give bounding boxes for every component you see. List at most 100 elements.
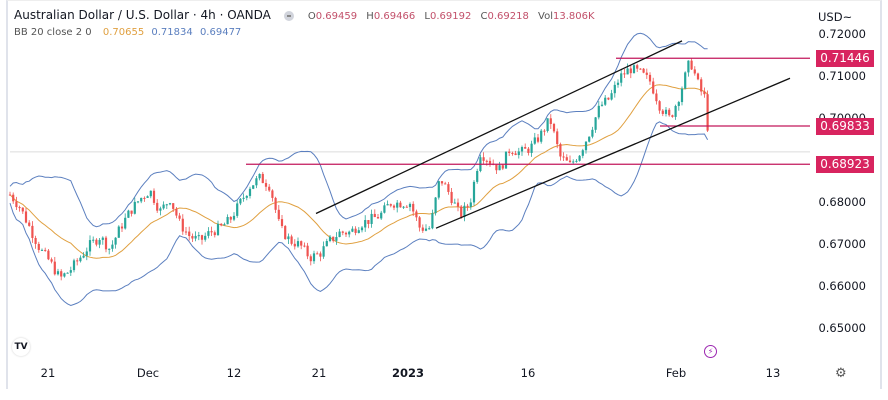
candle-body bbox=[37, 243, 40, 250]
candle-body bbox=[351, 228, 354, 232]
bb-upper-band bbox=[9, 32, 708, 228]
candle-body bbox=[136, 201, 140, 203]
candle-body bbox=[504, 151, 508, 169]
candle-body bbox=[188, 231, 191, 237]
candle-body bbox=[47, 250, 50, 260]
candle-body bbox=[706, 94, 709, 131]
candle-body bbox=[21, 207, 24, 212]
candle-body bbox=[284, 226, 287, 240]
candle-body bbox=[466, 205, 469, 207]
candle-body bbox=[572, 161, 575, 163]
candle-body bbox=[328, 236, 332, 242]
candle-body bbox=[367, 220, 370, 224]
candle-body bbox=[658, 101, 661, 111]
candle-body bbox=[562, 156, 565, 158]
candle-body bbox=[40, 249, 44, 251]
candle-body bbox=[508, 151, 511, 153]
candle-body bbox=[677, 102, 680, 106]
candle-body bbox=[149, 190, 152, 197]
candle-body bbox=[552, 123, 556, 132]
bb-lower-value: 0.69477 bbox=[199, 27, 242, 38]
candle-body bbox=[354, 228, 357, 233]
candle-body bbox=[226, 216, 229, 225]
candle-body bbox=[277, 209, 280, 220]
candle-body bbox=[8, 194, 12, 196]
candle-body bbox=[309, 256, 312, 262]
candle-body bbox=[229, 216, 232, 220]
candle-body bbox=[588, 136, 591, 142]
candle-body bbox=[287, 236, 290, 240]
candle-body bbox=[156, 202, 159, 211]
candle-body bbox=[245, 195, 248, 198]
candle-body bbox=[447, 184, 450, 192]
candle-body bbox=[360, 227, 364, 231]
low-label: L bbox=[424, 11, 430, 22]
tradingview-logo-icon[interactable]: TV bbox=[12, 338, 30, 356]
candle-body bbox=[127, 210, 130, 218]
candle-body bbox=[693, 69, 696, 74]
candle-body bbox=[168, 203, 172, 205]
candle-body bbox=[111, 244, 114, 249]
bb-basis-value: 0.70655 bbox=[102, 27, 145, 38]
low-value: 0.69192 bbox=[429, 11, 472, 22]
candle-body bbox=[453, 202, 456, 204]
settings-gear-icon[interactable]: ⚙ bbox=[835, 366, 847, 381]
candle-body bbox=[386, 204, 389, 206]
candle-body bbox=[565, 157, 568, 161]
price-chart-canvas[interactable] bbox=[0, 0, 810, 360]
candle-body bbox=[114, 237, 117, 245]
time-tick-label: 21 bbox=[311, 366, 327, 380]
price-level-tag[interactable]: 0.69833 bbox=[816, 118, 874, 135]
candle-body bbox=[485, 160, 488, 162]
candle-body bbox=[101, 237, 104, 240]
candle-body bbox=[191, 236, 194, 239]
price-axis[interactable]: USD~ 0.720000.710000.700000.680000.67000… bbox=[810, 0, 876, 388]
candle-body bbox=[88, 240, 92, 252]
candle-body bbox=[687, 60, 690, 73]
price-level-tag[interactable]: 0.71446 bbox=[816, 50, 874, 68]
symbol-title[interactable]: Australian Dollar / U.S. Dollar · 4h · O… bbox=[14, 8, 271, 22]
candle-body bbox=[405, 206, 408, 208]
candle-body bbox=[364, 220, 367, 228]
candle-body bbox=[120, 226, 124, 229]
candle-body bbox=[463, 205, 466, 217]
bb-upper-value: 0.71834 bbox=[151, 27, 193, 38]
candle-body bbox=[469, 202, 472, 207]
candle-body bbox=[472, 181, 476, 203]
candle-body bbox=[498, 165, 501, 171]
candle-body bbox=[63, 273, 66, 277]
ohlc-values: O0.69459 H0.69466 L0.69192 C0.69218 Vol1… bbox=[308, 11, 601, 22]
candle-body bbox=[396, 202, 399, 208]
candle-body bbox=[533, 137, 536, 144]
price-level-tag[interactable]: 0.68923 bbox=[816, 156, 874, 174]
candle-body bbox=[581, 150, 584, 156]
candle-body bbox=[210, 231, 213, 233]
candle-body bbox=[703, 91, 706, 95]
close-value: 0.69218 bbox=[487, 11, 529, 22]
candle-body bbox=[584, 141, 588, 151]
time-tick-label: 21 bbox=[40, 366, 56, 380]
collapse-toggle-icon[interactable] bbox=[284, 11, 295, 21]
candle-body bbox=[152, 190, 156, 203]
candle-body bbox=[402, 206, 405, 208]
candle-body bbox=[408, 203, 412, 208]
candle-body bbox=[629, 68, 632, 74]
bollinger-legend[interactable]: BB 20 close 2 0 0.70655 0.71834 0.69477 bbox=[14, 27, 241, 38]
candle-body bbox=[316, 253, 319, 255]
candle-body bbox=[575, 160, 578, 162]
currency-selector[interactable]: USD~ bbox=[818, 10, 853, 24]
candle-body bbox=[476, 171, 479, 182]
candle-body bbox=[300, 241, 303, 246]
candle-body bbox=[642, 68, 645, 73]
candle-body bbox=[162, 204, 165, 209]
candle-body bbox=[204, 235, 207, 240]
candle-body bbox=[540, 130, 543, 142]
flash-icon[interactable]: ⚡ bbox=[704, 345, 717, 358]
candle-body bbox=[15, 201, 18, 208]
candle-body bbox=[450, 191, 453, 204]
high-value: 0.69466 bbox=[373, 11, 416, 22]
candle-body bbox=[325, 241, 328, 247]
candle-body bbox=[389, 204, 392, 206]
candle-body bbox=[437, 181, 440, 198]
candle-body bbox=[482, 157, 485, 161]
